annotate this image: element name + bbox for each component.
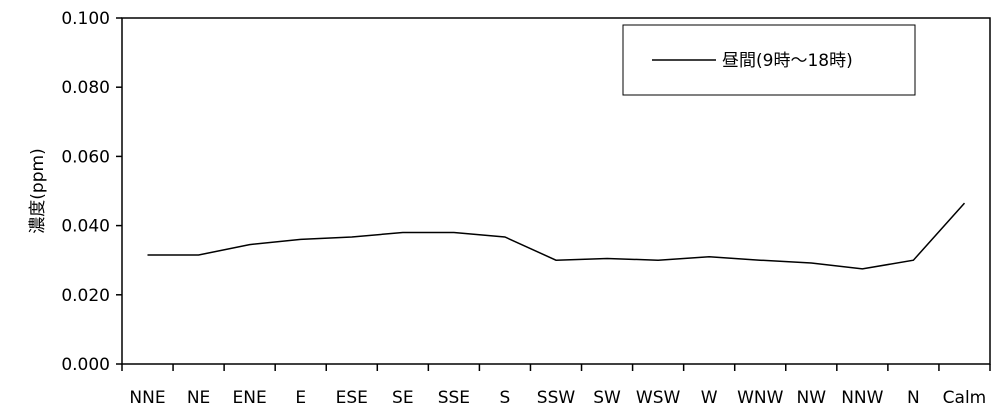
y-axis-label: 濃度(ppm) <box>28 148 48 233</box>
series-layer <box>147 203 964 269</box>
x-tick-label: NNW <box>841 388 883 408</box>
y-tick-label: 0.080 <box>61 78 110 98</box>
x-tick-label: SW <box>593 388 621 408</box>
y-tick-label: 0.060 <box>61 147 110 167</box>
x-tick-label: WSW <box>636 388 681 408</box>
y-tick-label: 0.100 <box>61 9 110 29</box>
x-tick-label: SSW <box>537 388 576 408</box>
series-line <box>148 203 965 269</box>
x-tick-label: S <box>500 388 511 408</box>
y-tick-label: 0.020 <box>61 286 110 306</box>
x-tick-label: SE <box>392 388 414 408</box>
x-tick-label: WNW <box>737 388 784 408</box>
x-tick-label: NE <box>187 388 210 408</box>
x-tick-label: NW <box>797 388 827 408</box>
y-tick-label: 0.040 <box>61 217 110 237</box>
y-axis-ticks: 0.000 0.020 0.040 0.060 0.080 0.100 <box>61 9 122 375</box>
y-tick-label: 0.000 <box>61 355 110 375</box>
x-tick-label: W <box>701 388 718 408</box>
x-tick-label: E <box>295 388 306 408</box>
x-tick-label: N <box>907 388 920 408</box>
legend: 昼間(9時～18時) <box>623 25 915 95</box>
x-tick-label: NNE <box>129 388 165 408</box>
legend-label: 昼間(9時～18時) <box>722 51 853 71</box>
x-axis-ticks: NNE NE ENE E ESE SE SSE S SSW SW WSW W WNW NW NNW N Calm <box>122 364 990 408</box>
x-tick-label: ENE <box>233 388 267 408</box>
x-tick-label: SSE <box>438 388 470 408</box>
x-tick-label: Calm <box>943 388 987 408</box>
x-tick-label: ESE <box>336 388 368 408</box>
